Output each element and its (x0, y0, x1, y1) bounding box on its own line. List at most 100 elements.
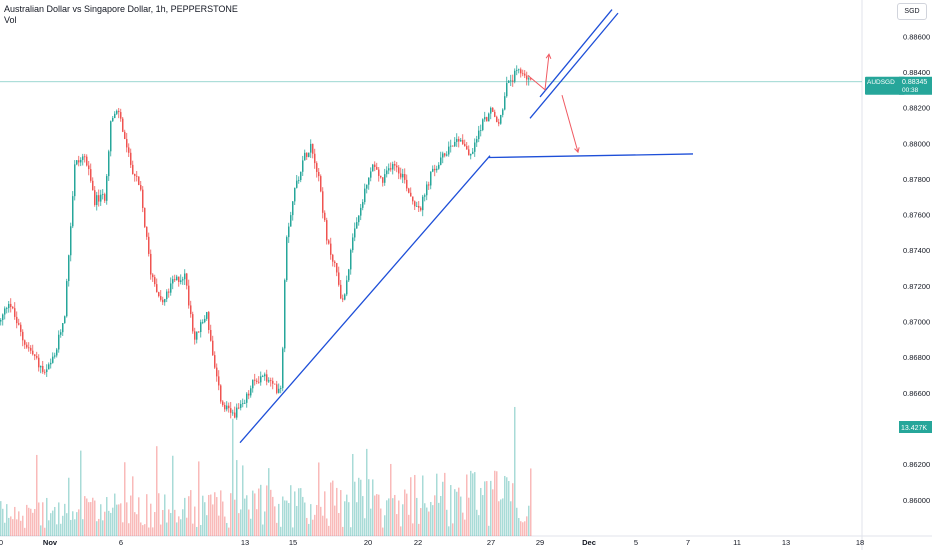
volume-bar (356, 502, 358, 536)
volume-bar (490, 480, 492, 536)
candle-body (202, 322, 204, 323)
candle-body (196, 331, 198, 340)
volume-bar (366, 448, 368, 536)
volume-bar (224, 516, 226, 536)
candle-body (48, 364, 50, 370)
time-axis[interactable]: 0 Nov 6 13 15 20 22 27 29 Dec 5 7 11 13 18 (0, 538, 864, 547)
candle-body (128, 147, 130, 153)
candle-body (350, 250, 352, 270)
price-axis[interactable]: 0.88600 0.88400 0.88200 0.88000 0.87800 0.876… (903, 32, 930, 504)
volume-bar (514, 406, 516, 536)
candle-body (176, 276, 178, 281)
volume-bar (218, 515, 220, 536)
candle-body (456, 138, 458, 142)
arrow-drawing[interactable] (561, 94, 579, 153)
candle-body (204, 318, 206, 323)
volume-bar (466, 474, 468, 536)
candle-body (314, 153, 316, 164)
candle-body (424, 195, 426, 197)
volume-bar (360, 479, 362, 536)
candle-body (462, 139, 464, 144)
drawings[interactable] (239, 9, 694, 444)
volume-bar (170, 513, 172, 536)
candle-body (402, 173, 404, 178)
candle-body (502, 109, 504, 115)
candle-body (280, 388, 282, 389)
candle-body (256, 380, 258, 382)
candle-body (208, 312, 210, 330)
candle-body (154, 277, 156, 285)
volume-bar (166, 522, 168, 536)
volume-bar (238, 513, 240, 536)
volume-bar (64, 503, 66, 536)
candle-body (182, 279, 184, 281)
volume-badge (899, 421, 932, 433)
volume-bar (76, 512, 78, 536)
volume-bar (526, 516, 528, 536)
time-tick-label: 6 (119, 538, 123, 547)
volume-bar (230, 493, 232, 536)
trendline[interactable] (239, 155, 491, 444)
volume-bar (8, 517, 10, 536)
trendline[interactable] (529, 12, 619, 119)
currency-button[interactable]: SGD (897, 3, 927, 20)
candle-body (496, 116, 498, 123)
volume-bar (162, 510, 164, 536)
volume-bar (94, 500, 96, 536)
volume-bar (156, 446, 158, 536)
time-tick-label: 22 (414, 538, 422, 547)
volume-bar (52, 510, 54, 536)
candle-body (504, 96, 506, 110)
volume-bar (522, 522, 524, 536)
volume-bar (32, 512, 34, 536)
volume-bar (104, 511, 106, 536)
candle-body (414, 201, 416, 207)
trendline[interactable] (488, 153, 694, 159)
volume-bar (116, 504, 118, 536)
volume-bar (350, 527, 352, 536)
candle-body (114, 113, 116, 118)
candle-body (98, 195, 100, 202)
candle-body (94, 190, 96, 205)
volume-bar (292, 527, 294, 536)
trendline[interactable] (539, 9, 613, 98)
volume-bar (244, 498, 246, 536)
volume-bar (318, 462, 320, 536)
price-tick-label: 0.86800 (903, 353, 930, 362)
price-tick-label: 0.86600 (903, 389, 930, 398)
candle-body (398, 167, 400, 174)
time-tick-label: 5 (634, 538, 638, 547)
candle-body (416, 205, 418, 207)
candle-body (260, 376, 262, 383)
candle-body (172, 279, 174, 284)
candle-body (440, 157, 442, 165)
volume-bar (160, 524, 162, 536)
volume-bar (380, 508, 382, 536)
volume-bar (126, 502, 128, 536)
volume-bar (164, 494, 166, 536)
candle-body (188, 285, 190, 306)
volume-bar (172, 455, 174, 536)
candle-body (320, 176, 322, 192)
volume-bar (448, 526, 450, 536)
volume-bar (150, 503, 152, 536)
candle-body (266, 374, 268, 382)
volume-bar (278, 503, 280, 536)
volume-bar (128, 523, 130, 536)
candle-body (24, 340, 26, 345)
volume-bar (288, 503, 290, 536)
candle-body (434, 168, 436, 171)
volume-bar (306, 517, 308, 536)
volume-bar (112, 507, 114, 536)
arrow-drawing[interactable] (527, 54, 550, 91)
candle-body (252, 379, 254, 389)
candle-body (250, 388, 252, 396)
volume-bar (186, 517, 188, 536)
time-tick-label: 0 (0, 538, 3, 547)
candle-body (42, 365, 44, 372)
candle-body (164, 299, 166, 303)
candle-body (36, 356, 38, 358)
arrowhead-icon (545, 53, 552, 59)
volume-bar (374, 495, 376, 536)
